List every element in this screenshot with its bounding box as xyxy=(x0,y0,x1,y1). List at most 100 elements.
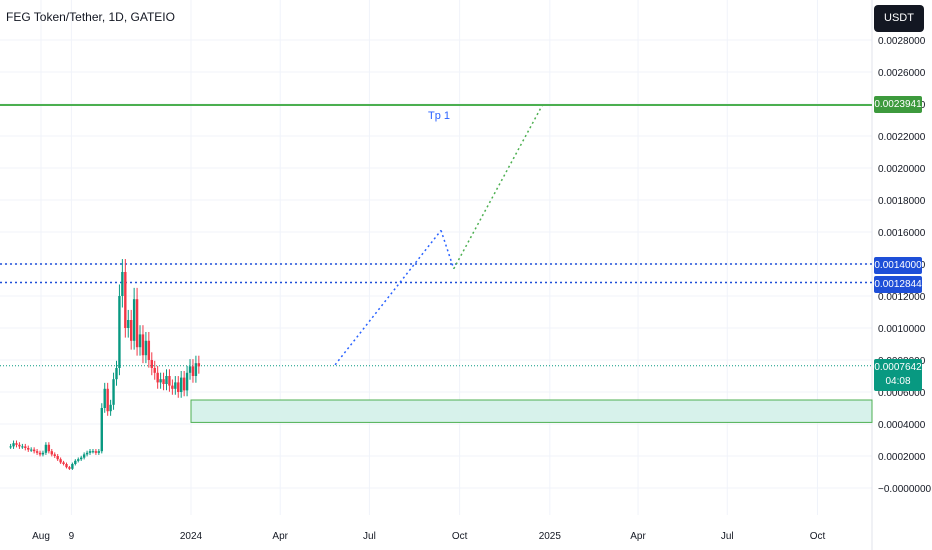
candle-body xyxy=(153,368,156,373)
candle-body xyxy=(29,449,33,451)
chart-title: FEG Token/Tether, 1D, GATEIO xyxy=(6,10,175,24)
candle-body xyxy=(9,446,12,448)
candle-body xyxy=(118,296,121,368)
candle-body xyxy=(194,363,198,376)
candle-body xyxy=(121,272,124,296)
candle-body xyxy=(35,451,39,453)
candle-body xyxy=(24,446,27,448)
candle-body xyxy=(127,320,130,328)
x-tick-label: Aug xyxy=(32,531,50,542)
candle-body xyxy=(59,459,62,463)
y-tick-label: 0.0016000 xyxy=(878,228,926,239)
y-tick-label: 0.0020000 xyxy=(878,164,926,175)
candle-body xyxy=(144,340,148,356)
last-price-badge: 0.0007642 04:08 xyxy=(874,359,922,391)
candle-body xyxy=(27,448,30,450)
y-tick-label: 0.0028000 xyxy=(878,36,926,47)
y-tick-label: 0.0022000 xyxy=(878,132,926,143)
candle-body xyxy=(91,451,95,453)
candle-body xyxy=(156,372,159,383)
candle-body xyxy=(77,459,80,461)
candle-body xyxy=(138,334,142,348)
candle-body xyxy=(12,443,15,447)
candle-body xyxy=(71,464,74,469)
candle-body xyxy=(174,382,177,389)
candle-body xyxy=(124,272,127,328)
candle-body xyxy=(103,388,106,408)
target-price-badge: 0.0023941 xyxy=(874,96,922,113)
candle-body xyxy=(115,368,118,380)
candle-body xyxy=(82,454,86,458)
candle-body xyxy=(162,379,165,384)
candle-body xyxy=(94,451,98,453)
x-tick-label: Jul xyxy=(363,531,376,542)
candle-body xyxy=(109,404,112,412)
candle-body xyxy=(32,449,36,452)
candle-body xyxy=(182,377,186,391)
x-tick-label: 9 xyxy=(69,531,75,542)
y-tick-label: 0.0026000 xyxy=(878,68,926,79)
candle-body xyxy=(53,454,56,456)
candle-body xyxy=(85,452,89,455)
candle-body xyxy=(62,462,65,464)
candle-body xyxy=(65,464,68,468)
candle-body xyxy=(88,451,92,453)
grid-lines xyxy=(0,0,873,550)
candle-body xyxy=(38,452,42,455)
projection-path xyxy=(334,103,544,366)
candle-body xyxy=(197,363,201,367)
y-tick-label: 0.0010000 xyxy=(878,324,926,335)
support-zone xyxy=(190,399,873,423)
candle-body xyxy=(147,340,151,360)
y-tick-label: 0.0004000 xyxy=(878,420,926,431)
candle-body xyxy=(47,444,51,452)
projection-segment xyxy=(334,229,442,366)
x-tick-label: Apr xyxy=(272,531,288,542)
candle-body xyxy=(21,446,24,448)
y-tick-label: −0.0000000 xyxy=(878,484,932,495)
tp-label: Tp 1 xyxy=(428,110,451,122)
candle-body xyxy=(129,320,133,341)
y-tick-label: 0.0002000 xyxy=(878,452,926,463)
x-tick-label: Apr xyxy=(630,531,646,542)
candle-body xyxy=(159,379,162,383)
projection-segment xyxy=(440,230,455,270)
y-tick-label: 0.0012000 xyxy=(878,292,926,303)
candle-body xyxy=(56,456,59,460)
candle-body xyxy=(132,299,136,341)
candle-body xyxy=(79,457,83,460)
candle-body xyxy=(100,408,103,452)
candle-body xyxy=(44,444,48,453)
candle-body xyxy=(185,372,189,391)
last-price-value: 0.0007642 xyxy=(874,362,922,373)
candle-body xyxy=(165,376,168,384)
candle-body xyxy=(41,452,45,455)
x-tick-label: Jul xyxy=(721,531,734,542)
candle-body xyxy=(18,444,21,447)
candle-body xyxy=(168,376,171,386)
candle-body xyxy=(106,388,109,412)
candle-body xyxy=(188,366,192,373)
x-tick-label: Oct xyxy=(810,531,826,542)
y-tick-label: 0.0006000 xyxy=(878,388,926,399)
x-tick-label: Oct xyxy=(452,531,468,542)
candle-body xyxy=(112,379,115,405)
candle-body xyxy=(171,385,174,389)
candle-body xyxy=(179,377,183,392)
resistance-2-badge: 0.0012844 xyxy=(874,276,922,293)
candle-body xyxy=(141,334,145,356)
candles xyxy=(9,259,201,470)
horizontal-lines xyxy=(0,103,872,367)
x-tick-label: 2024 xyxy=(180,531,203,542)
candle-body xyxy=(135,299,139,348)
candle-body xyxy=(191,366,195,376)
currency-button[interactable]: USDT xyxy=(874,5,924,32)
y-tick-label: 0.0018000 xyxy=(878,196,926,207)
candle-body xyxy=(50,451,53,455)
candle-body xyxy=(177,382,180,392)
resistance-1-badge: 0.0014000 xyxy=(874,257,922,274)
candle-body xyxy=(15,443,18,445)
candle-body xyxy=(97,451,101,453)
candle-body xyxy=(150,360,153,368)
